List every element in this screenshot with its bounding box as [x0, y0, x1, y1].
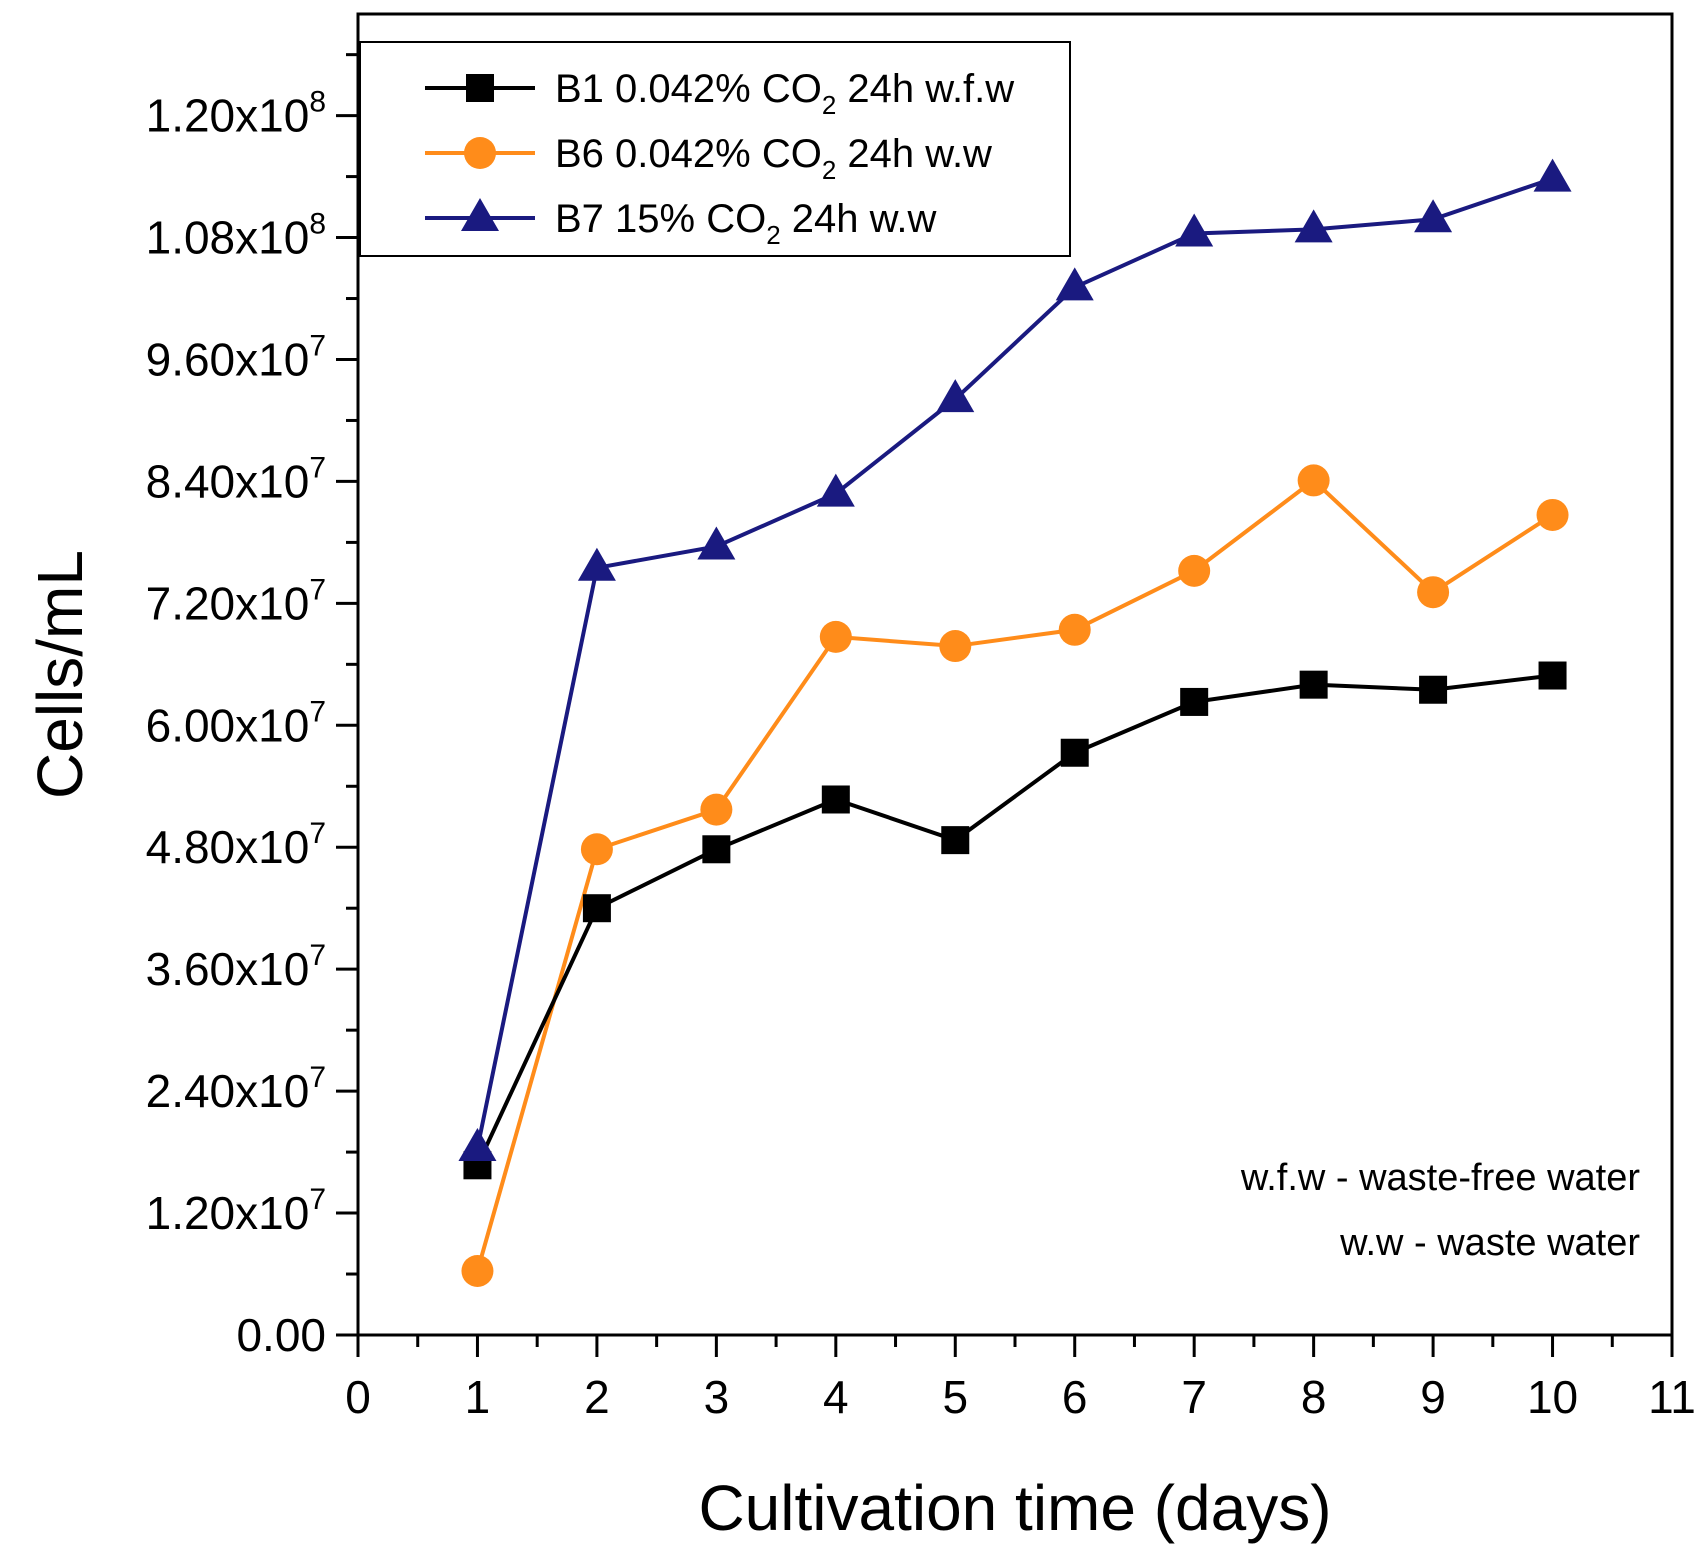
x-tick-label: 1 — [465, 1371, 491, 1423]
legend-marker — [466, 74, 494, 102]
data-point — [1297, 464, 1330, 497]
data-point — [1058, 613, 1091, 646]
x-tick-label: 9 — [1420, 1371, 1446, 1423]
data-point — [1180, 687, 1209, 716]
data-point — [1294, 209, 1333, 243]
data-point — [458, 1128, 497, 1162]
legend-marker — [464, 137, 496, 169]
data-point — [700, 793, 733, 826]
legend-label: B7 15% CO2 24h w.w — [555, 197, 936, 250]
data-point — [819, 620, 852, 653]
x-tick-label: 11 — [1648, 1371, 1696, 1423]
data-point — [1414, 199, 1453, 233]
legend-label: B1 0.042% CO2 24h w.f.w — [555, 67, 1014, 120]
y-tick-label: 1.20x107 — [146, 1183, 326, 1239]
annotation-text: w.f.w - waste-free water — [1240, 1157, 1640, 1199]
series-triangle — [458, 158, 1572, 1162]
x-tick-label: 5 — [942, 1371, 968, 1423]
series-line — [475, 477, 1554, 1272]
legend-label: B6 0.042% CO2 24h w.w — [555, 132, 992, 185]
y-tick-label: 1.20x108 — [146, 86, 326, 142]
x-axis-ticks: 0 1 2 3 4 5 6 7 8 9 10 11 — [345, 1335, 1696, 1423]
data-point — [577, 547, 616, 581]
x-tick-label: 2 — [584, 1371, 610, 1423]
data-point — [1536, 498, 1569, 531]
data-point — [1055, 267, 1094, 301]
x-tick-label: 0 — [345, 1371, 371, 1423]
data-point — [1175, 213, 1214, 247]
y-tick-label: 9.60x107 — [146, 329, 326, 385]
y-axis-title: Cells/mL — [24, 550, 96, 799]
series-circle — [461, 464, 1569, 1287]
data-point — [1060, 738, 1089, 767]
x-tick-label: 4 — [823, 1371, 849, 1423]
data-point — [1419, 675, 1448, 704]
data-point — [1538, 661, 1567, 690]
data-point — [936, 379, 975, 413]
x-tick-label: 8 — [1301, 1371, 1327, 1423]
data-point — [1299, 670, 1328, 699]
legend: B1 0.042% CO2 24h w.f.w B6 0.042% CO2 24h… — [359, 41, 1071, 257]
data-point — [702, 835, 731, 864]
y-tick-label: 3.60x107 — [146, 939, 326, 995]
data-point — [821, 785, 850, 814]
y-tick-label: 1.08x108 — [146, 208, 326, 264]
legend-marker — [461, 198, 499, 231]
annotation-text: w.w - waste water — [1339, 1222, 1640, 1264]
y-tick-label: 7.20x107 — [146, 573, 326, 629]
series-line — [475, 176, 1554, 1149]
series-layer — [458, 158, 1572, 1287]
data-point — [941, 826, 970, 855]
y-tick-label: 2.40x107 — [146, 1061, 326, 1117]
y-tick-label: 8.40x107 — [146, 451, 326, 507]
x-tick-label: 10 — [1527, 1371, 1578, 1423]
data-point — [1178, 554, 1211, 587]
data-point — [1533, 158, 1572, 192]
annotations: w.f.w - waste-free water w.w - waste wate… — [1240, 1157, 1640, 1264]
y-axis-ticks: 0.00 1.20x107 2.40x107 3.60x107 4.80x107 6.00… — [146, 53, 358, 1361]
data-point — [582, 894, 611, 923]
y-tick-label: 0.00 — [236, 1309, 326, 1361]
x-tick-label: 7 — [1181, 1371, 1207, 1423]
data-point — [1417, 576, 1450, 609]
data-point — [816, 473, 855, 507]
data-point — [697, 526, 736, 560]
y-tick-label: 4.80x107 — [146, 817, 326, 873]
series-square — [463, 661, 1567, 1180]
data-point — [939, 630, 972, 663]
y-tick-label: 6.00x107 — [146, 695, 326, 751]
x-axis-title: Cultivation time (days) — [698, 1472, 1331, 1544]
x-tick-label: 3 — [704, 1371, 730, 1423]
data-point — [461, 1254, 494, 1287]
x-tick-label: 6 — [1062, 1371, 1088, 1423]
data-point — [580, 833, 613, 866]
series-line — [475, 673, 1553, 1167]
